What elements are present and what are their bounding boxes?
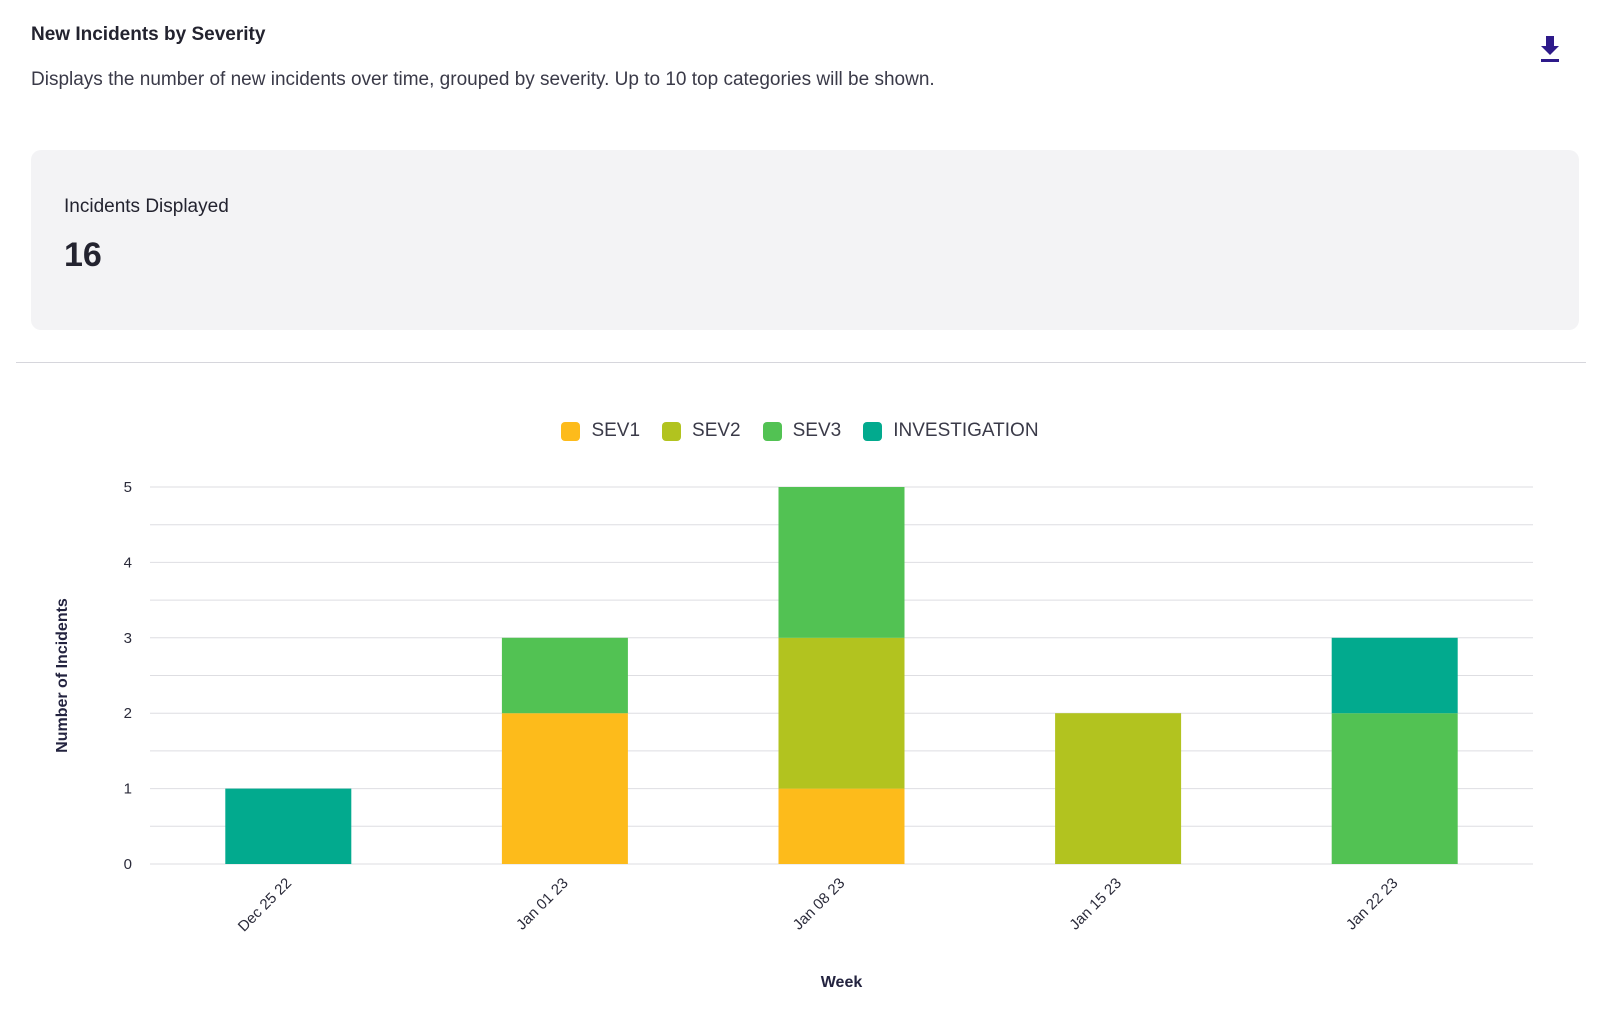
- bar-segment-sev3[interactable]: [501, 637, 628, 714]
- legend-label: SEV1: [591, 420, 641, 441]
- bar-segment-investigation[interactable]: [1331, 637, 1458, 714]
- legend-label: INVESTIGATION: [893, 420, 1039, 441]
- bar-segment-sev1[interactable]: [778, 788, 905, 864]
- x-tick-label: Jan 01 23: [513, 875, 572, 934]
- legend-swatch: [662, 421, 682, 441]
- x-tick-label: Jan 08 23: [790, 875, 849, 934]
- legend-label: SEV3: [792, 420, 842, 441]
- bar-segment-sev1[interactable]: [501, 713, 628, 864]
- y-tick-label: 3: [124, 630, 132, 647]
- divider: [16, 362, 1586, 363]
- legend-swatch: [863, 421, 883, 441]
- legend-item-investigation[interactable]: INVESTIGATION: [863, 420, 1039, 442]
- legend-item-sev2[interactable]: SEV2: [662, 420, 741, 442]
- y-axis-title: Number of Incidents: [54, 598, 71, 753]
- panel-description: Displays the number of new incidents ove…: [31, 69, 935, 90]
- bar-segment-sev3[interactable]: [778, 487, 905, 638]
- legend-swatch: [561, 421, 581, 441]
- y-tick-label: 2: [124, 705, 132, 722]
- download-icon: [1541, 36, 1559, 62]
- legend-swatch: [762, 421, 782, 441]
- y-tick-label: 1: [124, 781, 132, 798]
- bar-segment-investigation[interactable]: [225, 788, 352, 864]
- x-axis-title: Week: [821, 974, 863, 991]
- y-tick-label: 5: [124, 479, 132, 496]
- stat-label: Incidents Displayed: [64, 196, 229, 217]
- legend-item-sev1[interactable]: SEV1: [561, 420, 640, 442]
- x-tick-label: Dec 25 22: [235, 875, 295, 935]
- y-tick-label: 0: [124, 856, 132, 873]
- legend-label: SEV2: [692, 420, 741, 441]
- stat-card: Incidents Displayed 16: [31, 150, 1579, 330]
- x-tick-label: Jan 15 23: [1066, 875, 1125, 934]
- x-tick-label: Jan 22 23: [1343, 875, 1402, 934]
- chart-legend: SEV1 SEV2 SEV3 INVESTIGATION: [0, 420, 1600, 442]
- legend-item-sev3[interactable]: SEV3: [762, 420, 842, 442]
- y-tick-label: 4: [124, 554, 132, 571]
- stat-value: 16: [64, 236, 102, 274]
- panel-title: New Incidents by Severity: [31, 24, 266, 45]
- bar-segment-sev2[interactable]: [1055, 713, 1182, 864]
- bar-segment-sev3[interactable]: [1331, 713, 1458, 864]
- bar-segment-sev2[interactable]: [778, 637, 905, 789]
- download-button[interactable]: [1538, 34, 1562, 64]
